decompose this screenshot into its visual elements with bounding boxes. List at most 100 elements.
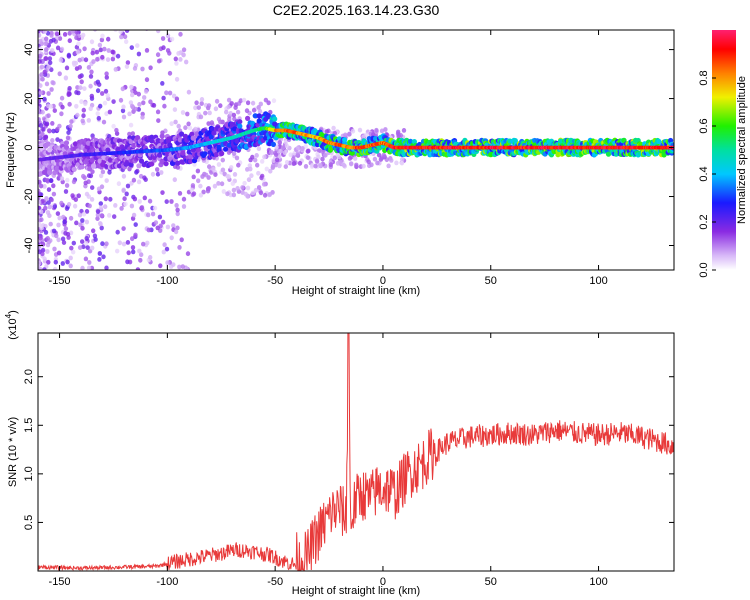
noise-point: [174, 76, 180, 82]
noise-point: [173, 56, 178, 62]
noise-point: [79, 99, 84, 105]
noise-point: [38, 59, 42, 64]
noise-point: [133, 232, 138, 238]
noise-point: [178, 57, 183, 62]
noise-point: [164, 90, 169, 96]
noise-point: [38, 30, 41, 34]
noise-point: [100, 91, 105, 96]
noise-point: [97, 82, 102, 87]
noise-point: [69, 245, 74, 251]
noise-point: [317, 162, 323, 168]
noise-point: [67, 38, 73, 44]
noise-point: [295, 151, 300, 157]
band-point: [163, 161, 169, 167]
band-point: [656, 138, 662, 145]
y-tick-label: 2.0: [23, 369, 35, 384]
noise-point: [146, 227, 151, 233]
noise-point: [88, 83, 93, 89]
noise-point: [129, 84, 134, 90]
band-point: [105, 147, 111, 153]
band-point: [237, 123, 243, 129]
noise-point: [268, 168, 273, 174]
noise-point: [175, 207, 180, 213]
band-point: [180, 150, 186, 156]
noise-point: [101, 119, 107, 125]
noise-point: [99, 173, 104, 179]
noise-point: [171, 262, 176, 267]
noise-point: [75, 49, 81, 55]
noise-point: [268, 149, 274, 155]
noise-point: [63, 226, 69, 232]
noise-point: [145, 240, 150, 246]
snr-ticks: -150 -100 -50 0 50 100 0.5 1.0 1.5 2.0: [23, 333, 674, 588]
noise-point: [366, 159, 371, 165]
noise-point: [130, 131, 135, 137]
noise-point: [107, 109, 113, 115]
noise-point: [249, 173, 254, 179]
noise-point: [52, 204, 57, 210]
noise-point: [95, 56, 100, 62]
noise-point: [46, 259, 51, 265]
noise-point: [57, 71, 62, 77]
y-tick-label: 20: [23, 92, 35, 104]
colorbar-tick-label: 0.4: [698, 166, 710, 181]
noise-point: [50, 138, 55, 143]
noise-point: [42, 30, 48, 34]
noise-point: [129, 103, 135, 109]
noise-point: [401, 127, 407, 133]
noise-point: [174, 203, 179, 208]
noise-point: [95, 209, 101, 215]
x-tick-label: -100: [156, 275, 178, 287]
noise-point: [98, 47, 104, 53]
noise-point: [132, 66, 138, 71]
noise-point: [207, 164, 212, 170]
noise-point: [81, 244, 86, 250]
noise-point: [157, 214, 163, 220]
band-point: [194, 131, 200, 137]
noise-point: [137, 102, 142, 107]
noise-point: [77, 74, 83, 80]
spectrogram-frame: [37, 29, 675, 271]
noise-point: [313, 163, 318, 169]
noise-point: [125, 240, 131, 245]
noise-point: [113, 30, 118, 32]
noise-point: [152, 205, 158, 211]
noise-point: [100, 33, 105, 39]
noise-point: [169, 235, 174, 241]
y-tick-label: 0: [23, 144, 35, 150]
noise-point: [140, 114, 145, 120]
noise-point: [39, 225, 44, 231]
noise-point: [216, 162, 222, 167]
band-point: [149, 138, 155, 144]
noise-point: [185, 111, 190, 117]
band-point: [252, 113, 258, 119]
noise-point: [212, 183, 218, 189]
noise-point: [38, 214, 41, 220]
noise-point: [61, 240, 67, 246]
noise-point: [191, 191, 197, 197]
noise-point: [167, 50, 172, 56]
noise-point: [152, 23, 156, 28]
noise-point: [47, 56, 53, 61]
noise-point: [248, 166, 253, 172]
x-tick-label: -50: [267, 576, 283, 588]
noise-point: [105, 57, 111, 62]
noise-point: [77, 57, 82, 63]
noise-point: [89, 197, 95, 202]
x-tick-label: -150: [49, 576, 71, 588]
noise-point: [81, 211, 87, 217]
noise-point: [65, 231, 71, 237]
noise-point: [175, 211, 180, 217]
band-point: [188, 158, 194, 164]
noise-point: [198, 183, 203, 189]
noise-point: [65, 177, 70, 183]
noise-point: [220, 157, 225, 163]
spectrogram-panel: -150 -100 -50 0 50 100 -40 -20 0 20 40 Height of s…: [5, 23, 675, 297]
noise-point: [192, 162, 197, 167]
snr-line: [37, 332, 675, 572]
noise-point: [176, 123, 181, 129]
noise-point: [74, 103, 79, 109]
noise-point: [61, 25, 65, 30]
noise-point: [81, 107, 87, 113]
noise-point: [176, 51, 181, 56]
